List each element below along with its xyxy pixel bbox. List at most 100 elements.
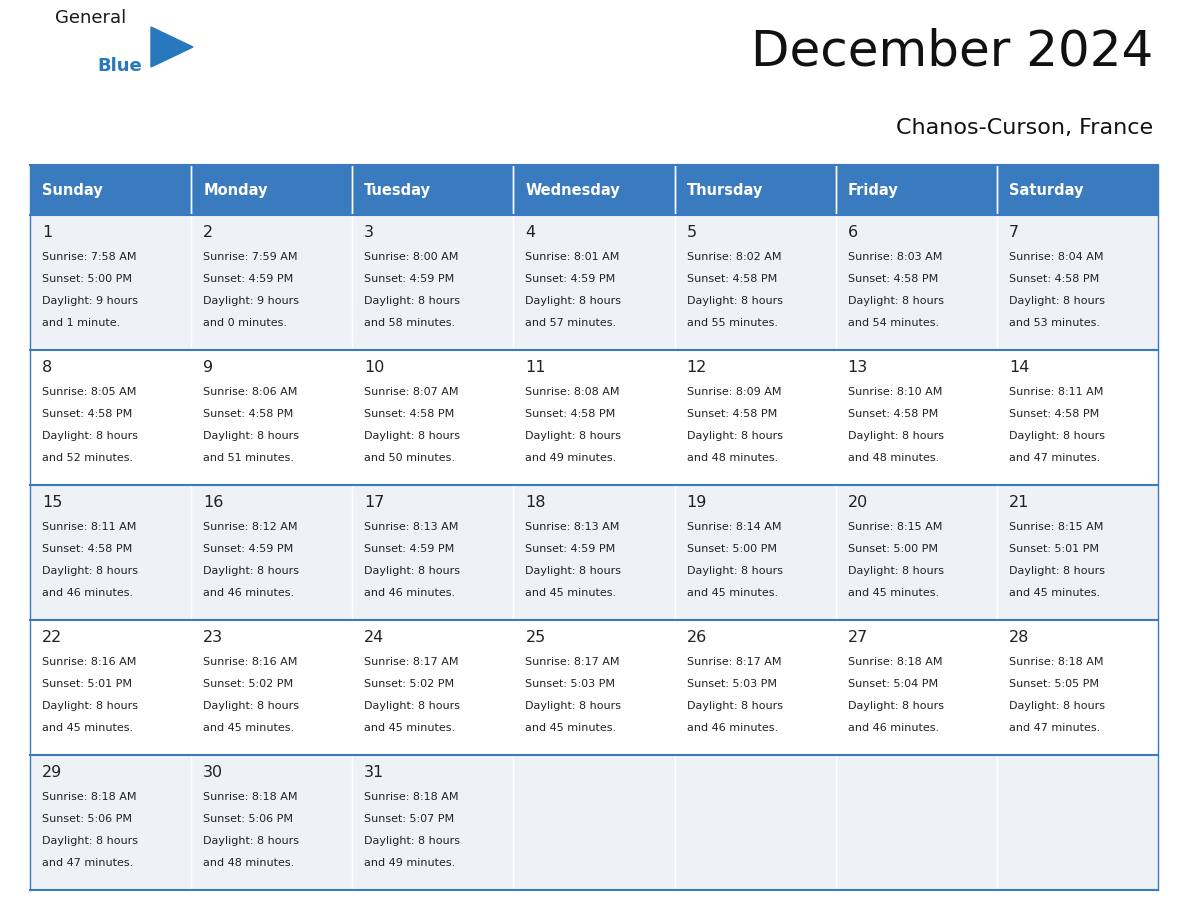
Text: and 0 minutes.: and 0 minutes. bbox=[203, 318, 287, 328]
Bar bbox=[675, 350, 835, 485]
Text: and 46 minutes.: and 46 minutes. bbox=[687, 722, 778, 733]
Text: Daylight: 8 hours: Daylight: 8 hours bbox=[1009, 431, 1105, 441]
Text: 26: 26 bbox=[687, 630, 707, 645]
Text: 18: 18 bbox=[525, 495, 546, 510]
Bar bbox=[675, 620, 835, 755]
Text: Daylight: 8 hours: Daylight: 8 hours bbox=[525, 565, 621, 576]
Text: and 49 minutes.: and 49 minutes. bbox=[365, 857, 455, 868]
Text: Sunset: 4:58 PM: Sunset: 4:58 PM bbox=[203, 409, 293, 419]
Text: Daylight: 8 hours: Daylight: 8 hours bbox=[203, 431, 299, 441]
Bar bbox=[835, 350, 997, 485]
Bar bbox=[835, 485, 997, 620]
Bar bbox=[191, 350, 353, 485]
Bar bbox=[191, 165, 353, 215]
Text: Daylight: 8 hours: Daylight: 8 hours bbox=[687, 565, 783, 576]
Bar bbox=[997, 215, 1158, 350]
Text: and 48 minutes.: and 48 minutes. bbox=[848, 453, 939, 463]
Text: and 47 minutes.: and 47 minutes. bbox=[1009, 722, 1100, 733]
Text: Sunset: 5:02 PM: Sunset: 5:02 PM bbox=[203, 679, 293, 689]
Bar bbox=[997, 485, 1158, 620]
Text: and 45 minutes.: and 45 minutes. bbox=[42, 722, 133, 733]
Text: Blue: Blue bbox=[97, 57, 141, 75]
Bar bbox=[513, 755, 675, 890]
Text: 12: 12 bbox=[687, 360, 707, 375]
Text: Sunset: 4:58 PM: Sunset: 4:58 PM bbox=[1009, 274, 1099, 284]
Text: Sunday: Sunday bbox=[42, 183, 102, 197]
Bar bbox=[675, 215, 835, 350]
Bar bbox=[30, 620, 191, 755]
Text: Daylight: 8 hours: Daylight: 8 hours bbox=[203, 700, 299, 711]
Text: December 2024: December 2024 bbox=[751, 28, 1154, 76]
Text: Tuesday: Tuesday bbox=[365, 183, 431, 197]
Text: 17: 17 bbox=[365, 495, 385, 510]
Text: Daylight: 8 hours: Daylight: 8 hours bbox=[1009, 700, 1105, 711]
Text: Daylight: 8 hours: Daylight: 8 hours bbox=[525, 700, 621, 711]
Text: Sunset: 4:58 PM: Sunset: 4:58 PM bbox=[1009, 409, 1099, 419]
Text: Sunrise: 8:18 AM: Sunrise: 8:18 AM bbox=[42, 792, 137, 802]
Text: Sunrise: 8:04 AM: Sunrise: 8:04 AM bbox=[1009, 252, 1104, 263]
Bar bbox=[835, 620, 997, 755]
Text: Sunset: 4:58 PM: Sunset: 4:58 PM bbox=[42, 409, 132, 419]
Text: Sunset: 5:00 PM: Sunset: 5:00 PM bbox=[848, 544, 937, 554]
Text: Sunrise: 8:18 AM: Sunrise: 8:18 AM bbox=[848, 657, 942, 667]
Text: and 1 minute.: and 1 minute. bbox=[42, 318, 120, 328]
Text: Daylight: 8 hours: Daylight: 8 hours bbox=[365, 565, 460, 576]
Bar bbox=[30, 215, 191, 350]
Bar bbox=[513, 350, 675, 485]
Text: and 45 minutes.: and 45 minutes. bbox=[525, 588, 617, 598]
Text: 14: 14 bbox=[1009, 360, 1029, 375]
Text: Sunrise: 7:58 AM: Sunrise: 7:58 AM bbox=[42, 252, 137, 263]
Bar bbox=[835, 215, 997, 350]
Text: Sunrise: 8:18 AM: Sunrise: 8:18 AM bbox=[203, 792, 298, 802]
Text: Sunset: 4:58 PM: Sunset: 4:58 PM bbox=[848, 409, 939, 419]
Text: Sunset: 4:58 PM: Sunset: 4:58 PM bbox=[525, 409, 615, 419]
Text: and 58 minutes.: and 58 minutes. bbox=[365, 318, 455, 328]
Text: 9: 9 bbox=[203, 360, 214, 375]
Text: and 46 minutes.: and 46 minutes. bbox=[365, 588, 455, 598]
Text: 1: 1 bbox=[42, 225, 52, 240]
Bar bbox=[30, 165, 191, 215]
Text: and 45 minutes.: and 45 minutes. bbox=[525, 722, 617, 733]
Text: Daylight: 9 hours: Daylight: 9 hours bbox=[203, 296, 299, 306]
Polygon shape bbox=[151, 27, 192, 67]
Text: and 54 minutes.: and 54 minutes. bbox=[848, 318, 939, 328]
Text: 30: 30 bbox=[203, 765, 223, 780]
Bar bbox=[353, 755, 513, 890]
Text: Sunset: 5:03 PM: Sunset: 5:03 PM bbox=[687, 679, 777, 689]
Text: Thursday: Thursday bbox=[687, 183, 763, 197]
Bar bbox=[353, 620, 513, 755]
Text: Sunrise: 8:13 AM: Sunrise: 8:13 AM bbox=[365, 522, 459, 532]
Text: Daylight: 8 hours: Daylight: 8 hours bbox=[848, 431, 943, 441]
Text: Sunrise: 8:17 AM: Sunrise: 8:17 AM bbox=[687, 657, 781, 667]
Bar bbox=[191, 755, 353, 890]
Bar bbox=[675, 165, 835, 215]
Text: 28: 28 bbox=[1009, 630, 1029, 645]
Text: Sunrise: 8:17 AM: Sunrise: 8:17 AM bbox=[525, 657, 620, 667]
Text: and 45 minutes.: and 45 minutes. bbox=[203, 722, 295, 733]
Text: 16: 16 bbox=[203, 495, 223, 510]
Text: 15: 15 bbox=[42, 495, 63, 510]
Bar bbox=[997, 165, 1158, 215]
Text: Daylight: 8 hours: Daylight: 8 hours bbox=[365, 835, 460, 845]
Text: and 48 minutes.: and 48 minutes. bbox=[203, 857, 295, 868]
Text: 29: 29 bbox=[42, 765, 62, 780]
Text: Sunset: 5:04 PM: Sunset: 5:04 PM bbox=[848, 679, 937, 689]
Text: 24: 24 bbox=[365, 630, 385, 645]
Text: 3: 3 bbox=[365, 225, 374, 240]
Text: Sunset: 4:59 PM: Sunset: 4:59 PM bbox=[203, 274, 293, 284]
Text: Sunrise: 8:00 AM: Sunrise: 8:00 AM bbox=[365, 252, 459, 263]
Text: Sunset: 5:06 PM: Sunset: 5:06 PM bbox=[203, 814, 293, 824]
Text: Daylight: 8 hours: Daylight: 8 hours bbox=[848, 565, 943, 576]
Text: Sunset: 4:59 PM: Sunset: 4:59 PM bbox=[365, 544, 455, 554]
Text: and 52 minutes.: and 52 minutes. bbox=[42, 453, 133, 463]
Text: Sunrise: 8:09 AM: Sunrise: 8:09 AM bbox=[687, 387, 781, 397]
Text: Wednesday: Wednesday bbox=[525, 183, 620, 197]
Text: Daylight: 8 hours: Daylight: 8 hours bbox=[203, 835, 299, 845]
Text: and 48 minutes.: and 48 minutes. bbox=[687, 453, 778, 463]
Text: Sunset: 4:59 PM: Sunset: 4:59 PM bbox=[525, 274, 615, 284]
Text: Monday: Monday bbox=[203, 183, 267, 197]
Text: Sunset: 5:01 PM: Sunset: 5:01 PM bbox=[42, 679, 132, 689]
Bar bbox=[513, 165, 675, 215]
Text: Daylight: 8 hours: Daylight: 8 hours bbox=[1009, 296, 1105, 306]
Text: General: General bbox=[55, 9, 126, 27]
